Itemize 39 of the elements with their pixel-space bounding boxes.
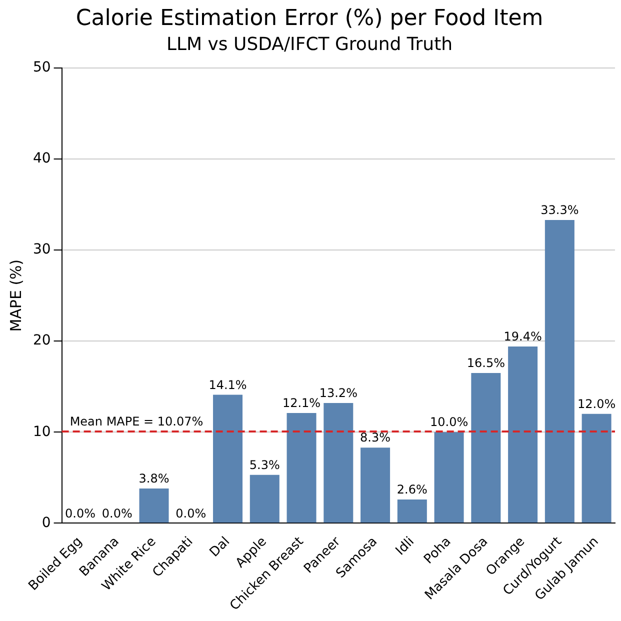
data-label: 5.3% <box>249 458 280 472</box>
y-tick-label: 30 <box>32 242 51 258</box>
data-label: 16.5% <box>466 356 505 370</box>
data-label: 13.2% <box>319 386 358 400</box>
y-tick-label: 50 <box>32 60 51 76</box>
x-tick-label: Idli <box>393 534 418 559</box>
y-tick-label: 40 <box>32 150 51 167</box>
data-label: 0.0% <box>102 506 132 520</box>
data-label: 3.8% <box>138 472 170 486</box>
bar <box>324 402 354 523</box>
data-label: 12.1% <box>282 396 321 410</box>
y-tick-label: 0 <box>42 514 51 531</box>
chart-subtitle: LLM vs USDA/IFCT Ground Truth <box>166 34 453 55</box>
x-tick-label: Dal <box>207 534 233 560</box>
data-label: 8.3% <box>360 430 391 445</box>
bar <box>434 432 464 523</box>
data-label: 33.3% <box>540 203 579 218</box>
bar <box>508 346 538 523</box>
bar <box>360 448 390 523</box>
bar <box>139 488 169 523</box>
bar <box>582 414 612 523</box>
bar <box>544 220 574 523</box>
bar <box>471 372 501 523</box>
bar <box>213 394 243 523</box>
data-label: 19.4% <box>504 330 542 344</box>
data-label: 0.0% <box>176 506 206 520</box>
data-label: 14.1% <box>208 378 247 392</box>
bar <box>250 474 280 523</box>
bar <box>286 413 316 523</box>
y-tick-label: 10 <box>32 424 51 440</box>
data-label: 0.0% <box>65 506 96 520</box>
bar <box>397 499 427 523</box>
chart-title: Calorie Estimation Error (%) per Food Item <box>76 6 544 31</box>
data-label: 2.6% <box>396 482 428 497</box>
data-label: 12.0% <box>578 397 616 412</box>
ref-line-label: Mean MAPE = 10.07% <box>70 414 204 429</box>
data-label: 10.0% <box>430 415 468 430</box>
y-tick-label: 20 <box>32 332 51 349</box>
y-axis-title: MAPE (%) <box>6 259 25 332</box>
